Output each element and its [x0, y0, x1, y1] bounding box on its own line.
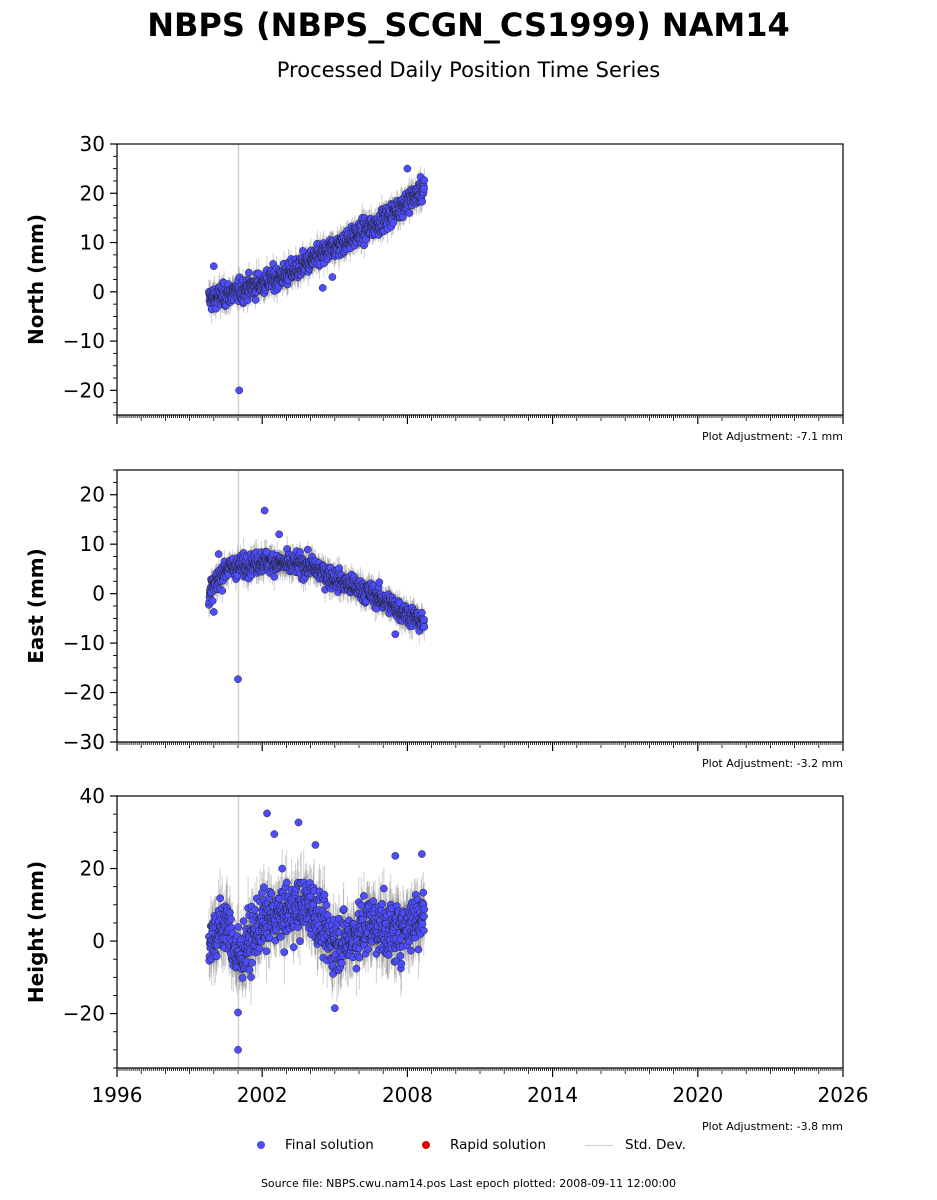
east-data-point	[303, 545, 312, 554]
north-data-point	[245, 268, 253, 277]
north-data-point	[318, 284, 327, 292]
east-ylabel: East (mm)	[24, 548, 48, 664]
east-ytick-label: 10	[80, 532, 105, 556]
east-data-point	[375, 578, 384, 587]
height-data-point	[239, 917, 248, 925]
east-ytick-label: 0	[92, 582, 105, 606]
north-ytick-label: 0	[92, 280, 105, 304]
east-data-point	[275, 530, 283, 539]
east-data-point	[208, 597, 217, 605]
north-adjustment-note: Plot Adjustment: -7.1 mm	[702, 430, 843, 443]
east-ytick-label: −20	[63, 681, 105, 705]
east-data-point	[260, 506, 269, 515]
east-ytick-label: −30	[63, 730, 105, 754]
north-data-point	[251, 295, 260, 304]
height-data-point	[216, 894, 224, 903]
north-ytick-label: 20	[80, 181, 105, 205]
east-data-point	[391, 630, 400, 639]
east-data-point	[214, 550, 223, 558]
east-data-point	[270, 572, 279, 581]
east-data-point	[420, 623, 429, 631]
east-ytick-label: 20	[80, 483, 105, 507]
height-data-point	[234, 923, 243, 931]
north-ylabel: North (mm)	[24, 214, 48, 345]
north-data-point	[420, 176, 429, 185]
height-data-point	[238, 974, 247, 982]
east-data-point	[218, 586, 227, 595]
height-data-point	[227, 915, 235, 923]
north-data-point	[418, 197, 427, 206]
east-data-point	[209, 608, 218, 616]
north-data-point	[420, 184, 428, 193]
north-data-point	[389, 219, 398, 227]
north-data-point	[209, 262, 218, 271]
east-data-point	[296, 548, 304, 557]
east-data-point	[234, 675, 242, 684]
north-data-point	[403, 164, 412, 173]
east-data-group	[205, 470, 429, 742]
height-data-point	[226, 908, 234, 917]
north-data-group	[205, 144, 429, 415]
chart-title: NBPS (NBPS_SCGN_CS1999) NAM14	[147, 6, 790, 44]
north-ytick-label: −20	[63, 378, 105, 402]
east-ytick-label: −10	[63, 631, 105, 655]
north-data-point	[328, 273, 337, 281]
east-data-point	[420, 615, 428, 624]
north-data-point	[235, 386, 244, 395]
north-ytick-label: −10	[63, 329, 105, 353]
north-data-point	[405, 209, 414, 217]
north-ytick-label: 10	[80, 231, 105, 255]
chart-subtitle: Processed Daily Position Time Series	[276, 58, 661, 82]
height-data-group	[205, 796, 429, 1068]
east-adjustment-note: Plot Adjustment: -3.2 mm	[702, 757, 843, 770]
height-data-point	[212, 952, 221, 961]
north-ytick-label: 30	[80, 132, 105, 156]
east-axes-frame	[116, 469, 844, 743]
